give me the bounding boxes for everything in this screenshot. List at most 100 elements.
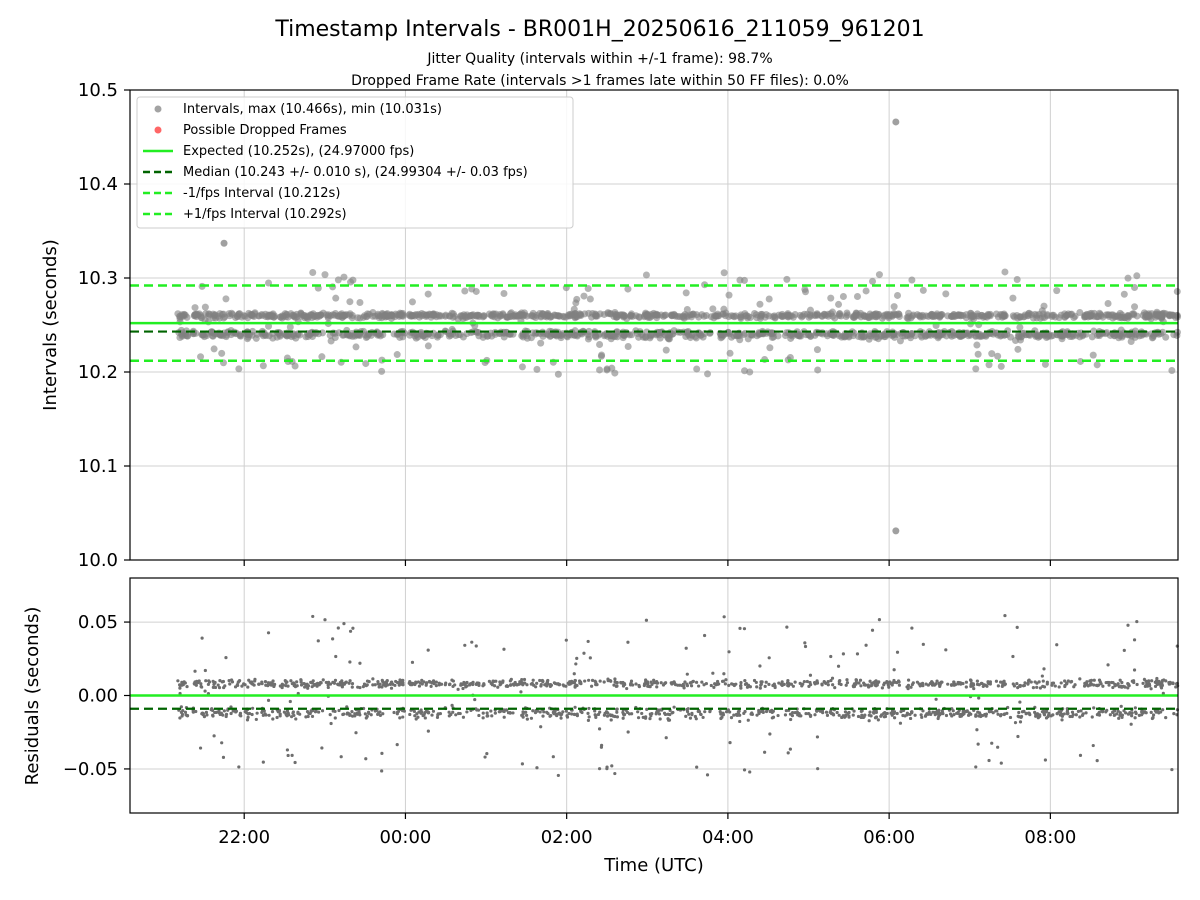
interval-point bbox=[336, 311, 344, 319]
residual-point bbox=[748, 685, 752, 689]
residual-point bbox=[1151, 716, 1155, 720]
residual-point bbox=[473, 697, 477, 702]
interval-point bbox=[551, 311, 559, 319]
interval-point bbox=[758, 310, 766, 318]
residual-point bbox=[1074, 713, 1078, 717]
interval-point bbox=[354, 314, 362, 322]
residual-point bbox=[897, 680, 901, 684]
residual-point bbox=[1111, 685, 1115, 690]
residual-point bbox=[998, 714, 1003, 718]
residual-point bbox=[505, 684, 510, 688]
residual-point bbox=[625, 686, 629, 691]
residual-point bbox=[365, 714, 369, 718]
interval-point bbox=[424, 290, 432, 298]
residual-point bbox=[658, 717, 662, 721]
residual-point bbox=[378, 713, 383, 718]
residual-point bbox=[435, 715, 440, 719]
interval-point bbox=[518, 363, 526, 371]
residual-point bbox=[313, 710, 318, 714]
residual-point bbox=[933, 710, 938, 714]
residual-point bbox=[311, 614, 315, 619]
residual-point bbox=[643, 716, 648, 720]
interval-point bbox=[1009, 294, 1017, 302]
residual-point bbox=[612, 683, 616, 687]
residual-point bbox=[802, 679, 806, 684]
residual-point bbox=[1119, 704, 1123, 708]
interval-point bbox=[768, 333, 776, 341]
residual-point bbox=[842, 715, 847, 719]
residual-point bbox=[1046, 715, 1050, 719]
residual-point bbox=[921, 642, 925, 646]
residual-point bbox=[402, 709, 406, 713]
residual-point bbox=[1132, 680, 1136, 685]
interval-point bbox=[693, 365, 701, 373]
interval-point bbox=[191, 304, 199, 312]
interval-point bbox=[957, 312, 965, 320]
interval-point bbox=[801, 285, 809, 293]
residual-point bbox=[870, 628, 875, 632]
residual-point bbox=[685, 709, 690, 714]
residual-point bbox=[191, 710, 196, 714]
residual-point bbox=[671, 710, 675, 715]
residual-point bbox=[194, 683, 198, 687]
residual-point bbox=[211, 713, 215, 717]
interval-point bbox=[1038, 307, 1046, 315]
residual-point bbox=[1041, 709, 1046, 713]
interval-point bbox=[830, 332, 838, 340]
residual-point bbox=[934, 697, 938, 701]
residual-point bbox=[666, 712, 670, 716]
residual-point bbox=[852, 684, 857, 689]
residual-point bbox=[860, 713, 864, 717]
residual-point bbox=[764, 680, 768, 684]
residual-point bbox=[644, 678, 648, 682]
residual-point bbox=[481, 716, 485, 720]
residual-point bbox=[1116, 682, 1120, 686]
residual-point bbox=[376, 680, 380, 684]
residual-point bbox=[263, 712, 267, 716]
interval-point bbox=[554, 370, 562, 378]
residual-point bbox=[1140, 709, 1145, 713]
residual-point bbox=[952, 713, 956, 717]
residual-point bbox=[1147, 679, 1151, 683]
interval-point bbox=[603, 366, 611, 374]
residual-point bbox=[184, 713, 188, 717]
residual-point bbox=[333, 716, 337, 720]
residual-point bbox=[856, 714, 861, 719]
residual-point bbox=[1101, 684, 1105, 688]
residual-point bbox=[648, 717, 652, 721]
residual-point bbox=[615, 684, 619, 688]
residual-point bbox=[1078, 677, 1082, 681]
residual-point bbox=[796, 713, 800, 717]
residual-point bbox=[430, 713, 434, 717]
residual-point bbox=[645, 707, 649, 711]
residual-point bbox=[971, 683, 976, 687]
residual-point bbox=[866, 685, 871, 689]
residual-point bbox=[974, 765, 978, 769]
residual-point bbox=[684, 646, 688, 650]
residual-point bbox=[1133, 706, 1137, 710]
residual-point bbox=[369, 713, 373, 717]
residual-point bbox=[342, 622, 346, 626]
bottom-y-axis-label: Residuals (seconds) bbox=[22, 607, 43, 786]
residual-point bbox=[927, 710, 931, 714]
interval-point bbox=[469, 312, 477, 320]
x-tick-label: 06:00 bbox=[863, 827, 915, 848]
residual-point bbox=[1059, 681, 1063, 685]
residual-point bbox=[426, 729, 430, 733]
residual-point bbox=[1130, 714, 1134, 718]
interval-point bbox=[740, 331, 748, 339]
residual-point bbox=[328, 713, 332, 717]
interval-point bbox=[661, 311, 669, 319]
residual-point bbox=[1141, 681, 1145, 685]
residual-point bbox=[417, 684, 422, 688]
residual-point bbox=[572, 681, 577, 685]
residual-point bbox=[938, 683, 942, 687]
residual-point bbox=[921, 684, 925, 688]
residual-point bbox=[963, 709, 967, 713]
interval-point bbox=[554, 331, 562, 339]
residual-point bbox=[414, 680, 418, 684]
residual-point bbox=[798, 681, 802, 685]
residual-point bbox=[535, 681, 539, 685]
residual-point bbox=[582, 651, 586, 655]
interval-point bbox=[1014, 345, 1022, 353]
